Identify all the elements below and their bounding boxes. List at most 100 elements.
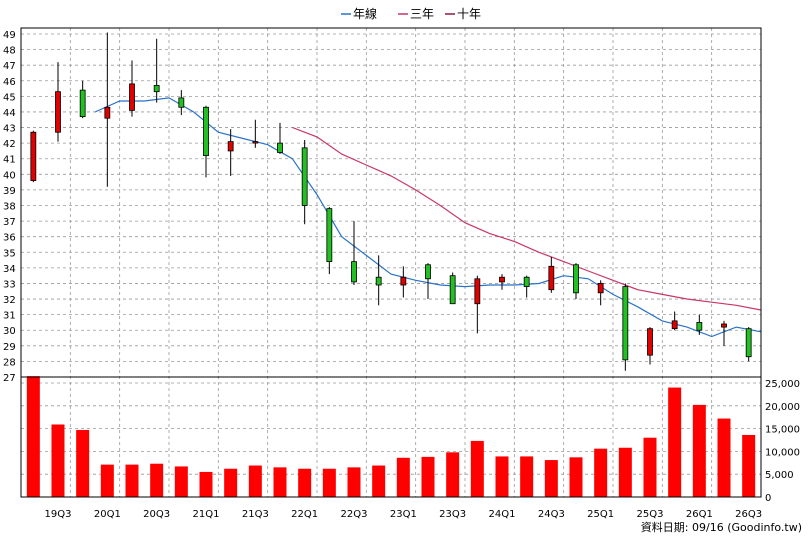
candle-body: [104, 106, 111, 119]
x-tick-label: 24Q3: [538, 509, 565, 520]
candle-body: [721, 323, 727, 328]
volume-bar: [618, 447, 632, 497]
price-tick-label: 48: [3, 46, 16, 57]
moving-average-lines: [94, 97, 762, 338]
price-tick-label: 46: [3, 77, 16, 88]
price-tick-label: 47: [3, 61, 16, 72]
volume-bar: [495, 456, 509, 497]
volume-bar: [470, 440, 484, 497]
volume-bar: [51, 424, 65, 497]
volume-axis: 0 5,000 10,000 15,000 20,000 25,000: [765, 379, 800, 504]
candle-body: [252, 141, 259, 144]
volume-bar: [643, 437, 657, 497]
candle-body: [597, 283, 604, 294]
price-tick-label: 36: [3, 233, 16, 244]
three-year-line: [292, 126, 762, 311]
legend-label: 三年: [410, 7, 434, 21]
legend-label: 年線: [353, 6, 377, 21]
candle-body: [129, 83, 135, 111]
volume-bar: [125, 464, 139, 497]
plot-border: [20, 27, 762, 498]
candle-body: [203, 106, 209, 157]
legend: 年線 三年 十年: [341, 6, 481, 21]
plot-frame: [20, 27, 762, 498]
price-tick-label: 39: [3, 186, 16, 197]
volume-bar: [150, 463, 164, 497]
price-tick-label: 32: [3, 295, 16, 306]
x-axis: 19Q3 20Q1 20Q3 21Q1 21Q3 22Q1 22Q3 23Q1 23Q3 24Q1…: [45, 509, 763, 520]
volume-bar: [594, 448, 608, 497]
volume-bar: [100, 464, 114, 497]
x-tick-label: 22Q1: [291, 509, 318, 520]
candle-body: [499, 276, 505, 283]
price-tick-label: 42: [3, 139, 16, 150]
volume-bar: [224, 468, 238, 497]
x-tick-label: 21Q3: [242, 509, 269, 520]
volume-tick-label: 5,000: [765, 470, 794, 481]
candle-body: [474, 278, 481, 305]
data-date-footer: 資料日期: 09/16 (Goodinfo.tw): [641, 520, 802, 534]
price-tick-label: 35: [3, 248, 16, 259]
x-tick-label: 23Q3: [439, 509, 466, 520]
price-tick-label: 45: [3, 92, 16, 103]
volume-bar: [569, 457, 583, 497]
volume-tick-label: 10,000: [765, 447, 800, 458]
x-tick-label: 21Q1: [193, 509, 220, 520]
legend-label: 十年: [457, 7, 481, 21]
price-tick-label: 37: [3, 217, 16, 228]
volume-bar: [199, 471, 213, 497]
price-tick-label: 28: [3, 357, 16, 368]
candle-body: [30, 131, 37, 181]
price-axis: 27 28 29 30 31 32 33 34 35 36 37 38 39 40 41 42 43 44 45 46…: [3, 30, 16, 384]
volume-bar: [396, 457, 410, 497]
price-tick-label: 49: [3, 30, 16, 41]
price-tick-label: 27: [3, 373, 16, 384]
volume-bar: [446, 452, 460, 497]
volume-bars: [26, 376, 756, 497]
candle-body: [548, 265, 555, 291]
candle-body: [523, 276, 530, 287]
grid: [21, 28, 761, 497]
candle-body: [178, 97, 185, 108]
candle-body: [227, 141, 234, 152]
price-tick-label: 34: [3, 264, 16, 275]
year-line: [94, 97, 762, 338]
candle-body: [425, 264, 431, 280]
price-tick-label: 33: [3, 279, 16, 290]
candle-body: [573, 264, 579, 294]
volume-bar: [174, 466, 188, 497]
volume-bar: [26, 376, 40, 497]
volume-bar: [742, 434, 756, 497]
volume-tick-label: 25,000: [765, 379, 800, 390]
candle-body: [153, 85, 160, 93]
candle-body: [671, 320, 678, 330]
price-tick-label: 40: [3, 170, 16, 181]
volume-bar: [692, 404, 706, 497]
volume-bar: [273, 467, 287, 497]
price-tick-label: 43: [3, 124, 16, 135]
x-tick-label: 19Q3: [45, 509, 72, 520]
candle-body: [277, 142, 283, 153]
candles: [30, 32, 752, 371]
volume-bar: [298, 468, 312, 497]
candle-body: [351, 261, 357, 283]
volume-bar: [347, 467, 361, 497]
volume-tick-label: 20,000: [765, 402, 800, 413]
candle-body: [326, 208, 333, 263]
candle-body: [375, 276, 382, 286]
candle-body: [55, 91, 61, 133]
volume-bar: [544, 460, 558, 497]
x-tick-label: 26Q1: [686, 509, 713, 520]
candle-body: [647, 328, 653, 356]
x-tick-label: 23Q1: [390, 509, 417, 520]
volume-bar: [668, 387, 682, 497]
candle-body: [696, 322, 703, 331]
volume-bar: [372, 465, 386, 497]
candle-body: [449, 275, 456, 305]
price-tick-label: 44: [3, 108, 16, 119]
price-tick-label: 38: [3, 202, 16, 213]
candle-body: [400, 276, 407, 286]
price-tick-label: 30: [3, 326, 16, 337]
candle-body: [622, 286, 629, 361]
